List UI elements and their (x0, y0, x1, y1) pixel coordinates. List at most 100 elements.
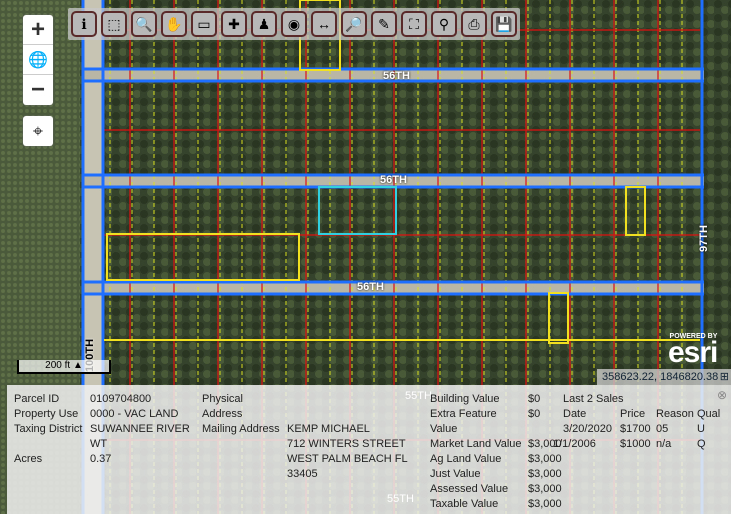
valuation-value: $3,000 (528, 483, 562, 495)
parcel-info-panel: 55TH 55TH Parcel ID 0109704800 Property … (7, 385, 731, 514)
sales-cell: U (697, 423, 705, 435)
property-use-label: Property Use (14, 408, 79, 420)
property-use-value: 0000 - VAC LAND (90, 408, 179, 420)
valuation-label: Building Value (430, 393, 500, 405)
pencil-button[interactable]: ✎ (371, 11, 397, 37)
valuation-value: $3,000 (528, 468, 562, 480)
expand-coords-icon[interactable]: ⊞ (719, 371, 729, 383)
sales-cell: 3/20/2020 (563, 423, 612, 435)
print-icon: ⎙ (468, 15, 480, 32)
sales-header: Date (563, 408, 587, 420)
highlighted-parcel (625, 186, 646, 236)
pan-hand-icon: ✋ (165, 15, 183, 32)
info-button[interactable]: ℹ (71, 11, 97, 37)
sales-cell: $1700 (620, 423, 651, 435)
sales-header: Qual (697, 408, 721, 420)
acres-label: Acres (14, 453, 43, 465)
print-button[interactable]: ⎙ (461, 11, 487, 37)
parcel-id-value: 0109704800 (90, 393, 152, 405)
sales-header: Reason (656, 408, 694, 420)
valuation-label: Value (430, 423, 458, 435)
esri-attribution: POWERED BY esri (668, 333, 718, 368)
selected-parcel (318, 186, 397, 235)
sales-cell: $1000 (620, 438, 651, 450)
valuation-value: $3,000 (528, 438, 562, 450)
mailing-address-line: 712 WINTERS STREET (287, 438, 406, 450)
physical-address-label: Physical (202, 393, 243, 405)
sales-cell: Q (697, 438, 706, 450)
globe-icon: ◉ (287, 15, 301, 32)
pencil-icon: ✎ (378, 15, 390, 32)
globe-home-button[interactable]: 🌐 (23, 45, 53, 75)
valuation-label: Extra Feature (430, 408, 497, 420)
street-view-button[interactable]: ♟ (251, 11, 277, 37)
sales-cell: 1/1/2006 (553, 438, 596, 450)
zoom-xy-icon: 🔎 (345, 15, 363, 32)
coordinates-text: 358623.22, 1846820.38 (602, 371, 719, 383)
full-extent-button[interactable]: ⛶ (401, 11, 427, 37)
full-extent-icon: ⛶ (409, 15, 419, 32)
road-label: 55TH (405, 390, 432, 402)
road-label: 97TH (698, 225, 710, 252)
add-selection-button[interactable]: ✚ (221, 11, 247, 37)
zoom-in-icon: 🔍 (135, 15, 153, 32)
scale-label: 200 ft (45, 360, 71, 371)
mailing-address-line: 33405 (287, 468, 318, 480)
valuation-value: $3,000 (528, 498, 562, 510)
info-icon: ℹ (81, 15, 87, 32)
valuation-label: Ag Land Value (430, 453, 502, 465)
globe-button[interactable]: ◉ (281, 11, 307, 37)
zoom-out-button[interactable]: − (30, 76, 45, 103)
valuation-label: Taxable Value (430, 498, 499, 510)
road-label: 56TH (380, 174, 407, 186)
valuation-label: Just Value (430, 468, 481, 480)
valuation-value: $0 (528, 408, 541, 420)
taxing-district-value: WT (90, 438, 108, 450)
mailing-address-label: Mailing Address (202, 423, 280, 435)
highlighted-parcel (548, 292, 569, 344)
zoom-in-button[interactable]: + (23, 15, 53, 45)
powered-by-text: POWERED BY (669, 333, 718, 340)
find-button[interactable]: ⚲ (431, 11, 457, 37)
taxing-district-label: Taxing District (14, 423, 83, 435)
eraser-button[interactable]: ▭ (191, 11, 217, 37)
locate-button[interactable]: ⌖ (23, 116, 53, 146)
find-icon: ⚲ (438, 15, 450, 32)
road-label: 56TH (383, 70, 410, 82)
select-button[interactable]: ⬚ (101, 11, 127, 37)
valuation-value: $3,000 (528, 453, 562, 465)
physical-address-label: Address (202, 408, 243, 420)
save-icon: 💾 (495, 15, 513, 32)
save-button[interactable]: 💾 (491, 11, 517, 37)
pan-hand-button[interactable]: ✋ (161, 11, 187, 37)
add-selection-icon: ✚ (228, 15, 240, 32)
measure-button[interactable]: ↔ (311, 11, 337, 37)
sales-cell: n/a (656, 438, 672, 450)
select-icon: ⬚ (107, 15, 121, 32)
mailing-address-line: KEMP MICHAEL (287, 423, 370, 435)
zoom-xy-button[interactable]: 🔎 (341, 11, 367, 37)
measure-icon: ↔ (317, 16, 331, 32)
scale-bar: 200 ft ▲ (17, 360, 111, 374)
valuation-label: Assessed Value (430, 483, 509, 495)
parcel-id-label: Parcel ID (14, 393, 60, 405)
eraser-icon: ▭ (197, 15, 211, 32)
valuation-value: $0 (528, 393, 541, 405)
acres-value: 0.37 (90, 453, 112, 465)
zoom-control: + 🌐 − (23, 15, 53, 105)
street-view-icon: ♟ (257, 15, 271, 32)
road-label: 56TH (357, 281, 384, 293)
locate-icon: ⌖ (32, 120, 44, 141)
highlighted-parcel (106, 233, 300, 281)
sales-cell: 05 (656, 423, 669, 435)
zoom-in-button[interactable]: 🔍 (131, 11, 157, 37)
sales-header: Price (620, 408, 646, 420)
taxing-district-value: SUWANNEE RIVER (90, 423, 190, 435)
map-toolbar: ℹ ⬚ 🔍 ✋ ▭ ✚ ♟ ◉ ↔ 🔎 ✎ ⛶ ⚲ ⎙ 💾 (68, 8, 520, 40)
close-panel-icon[interactable]: ⊗ (717, 388, 728, 402)
sales-title: Last 2 Sales (563, 393, 624, 405)
coordinate-readout: 358623.22, 1846820.38 ⊞ (597, 369, 731, 385)
mailing-address-line: WEST PALM BEACH FL (287, 453, 408, 465)
road-label: 55TH (387, 493, 414, 505)
valuation-label: Market Land Value (430, 438, 522, 450)
